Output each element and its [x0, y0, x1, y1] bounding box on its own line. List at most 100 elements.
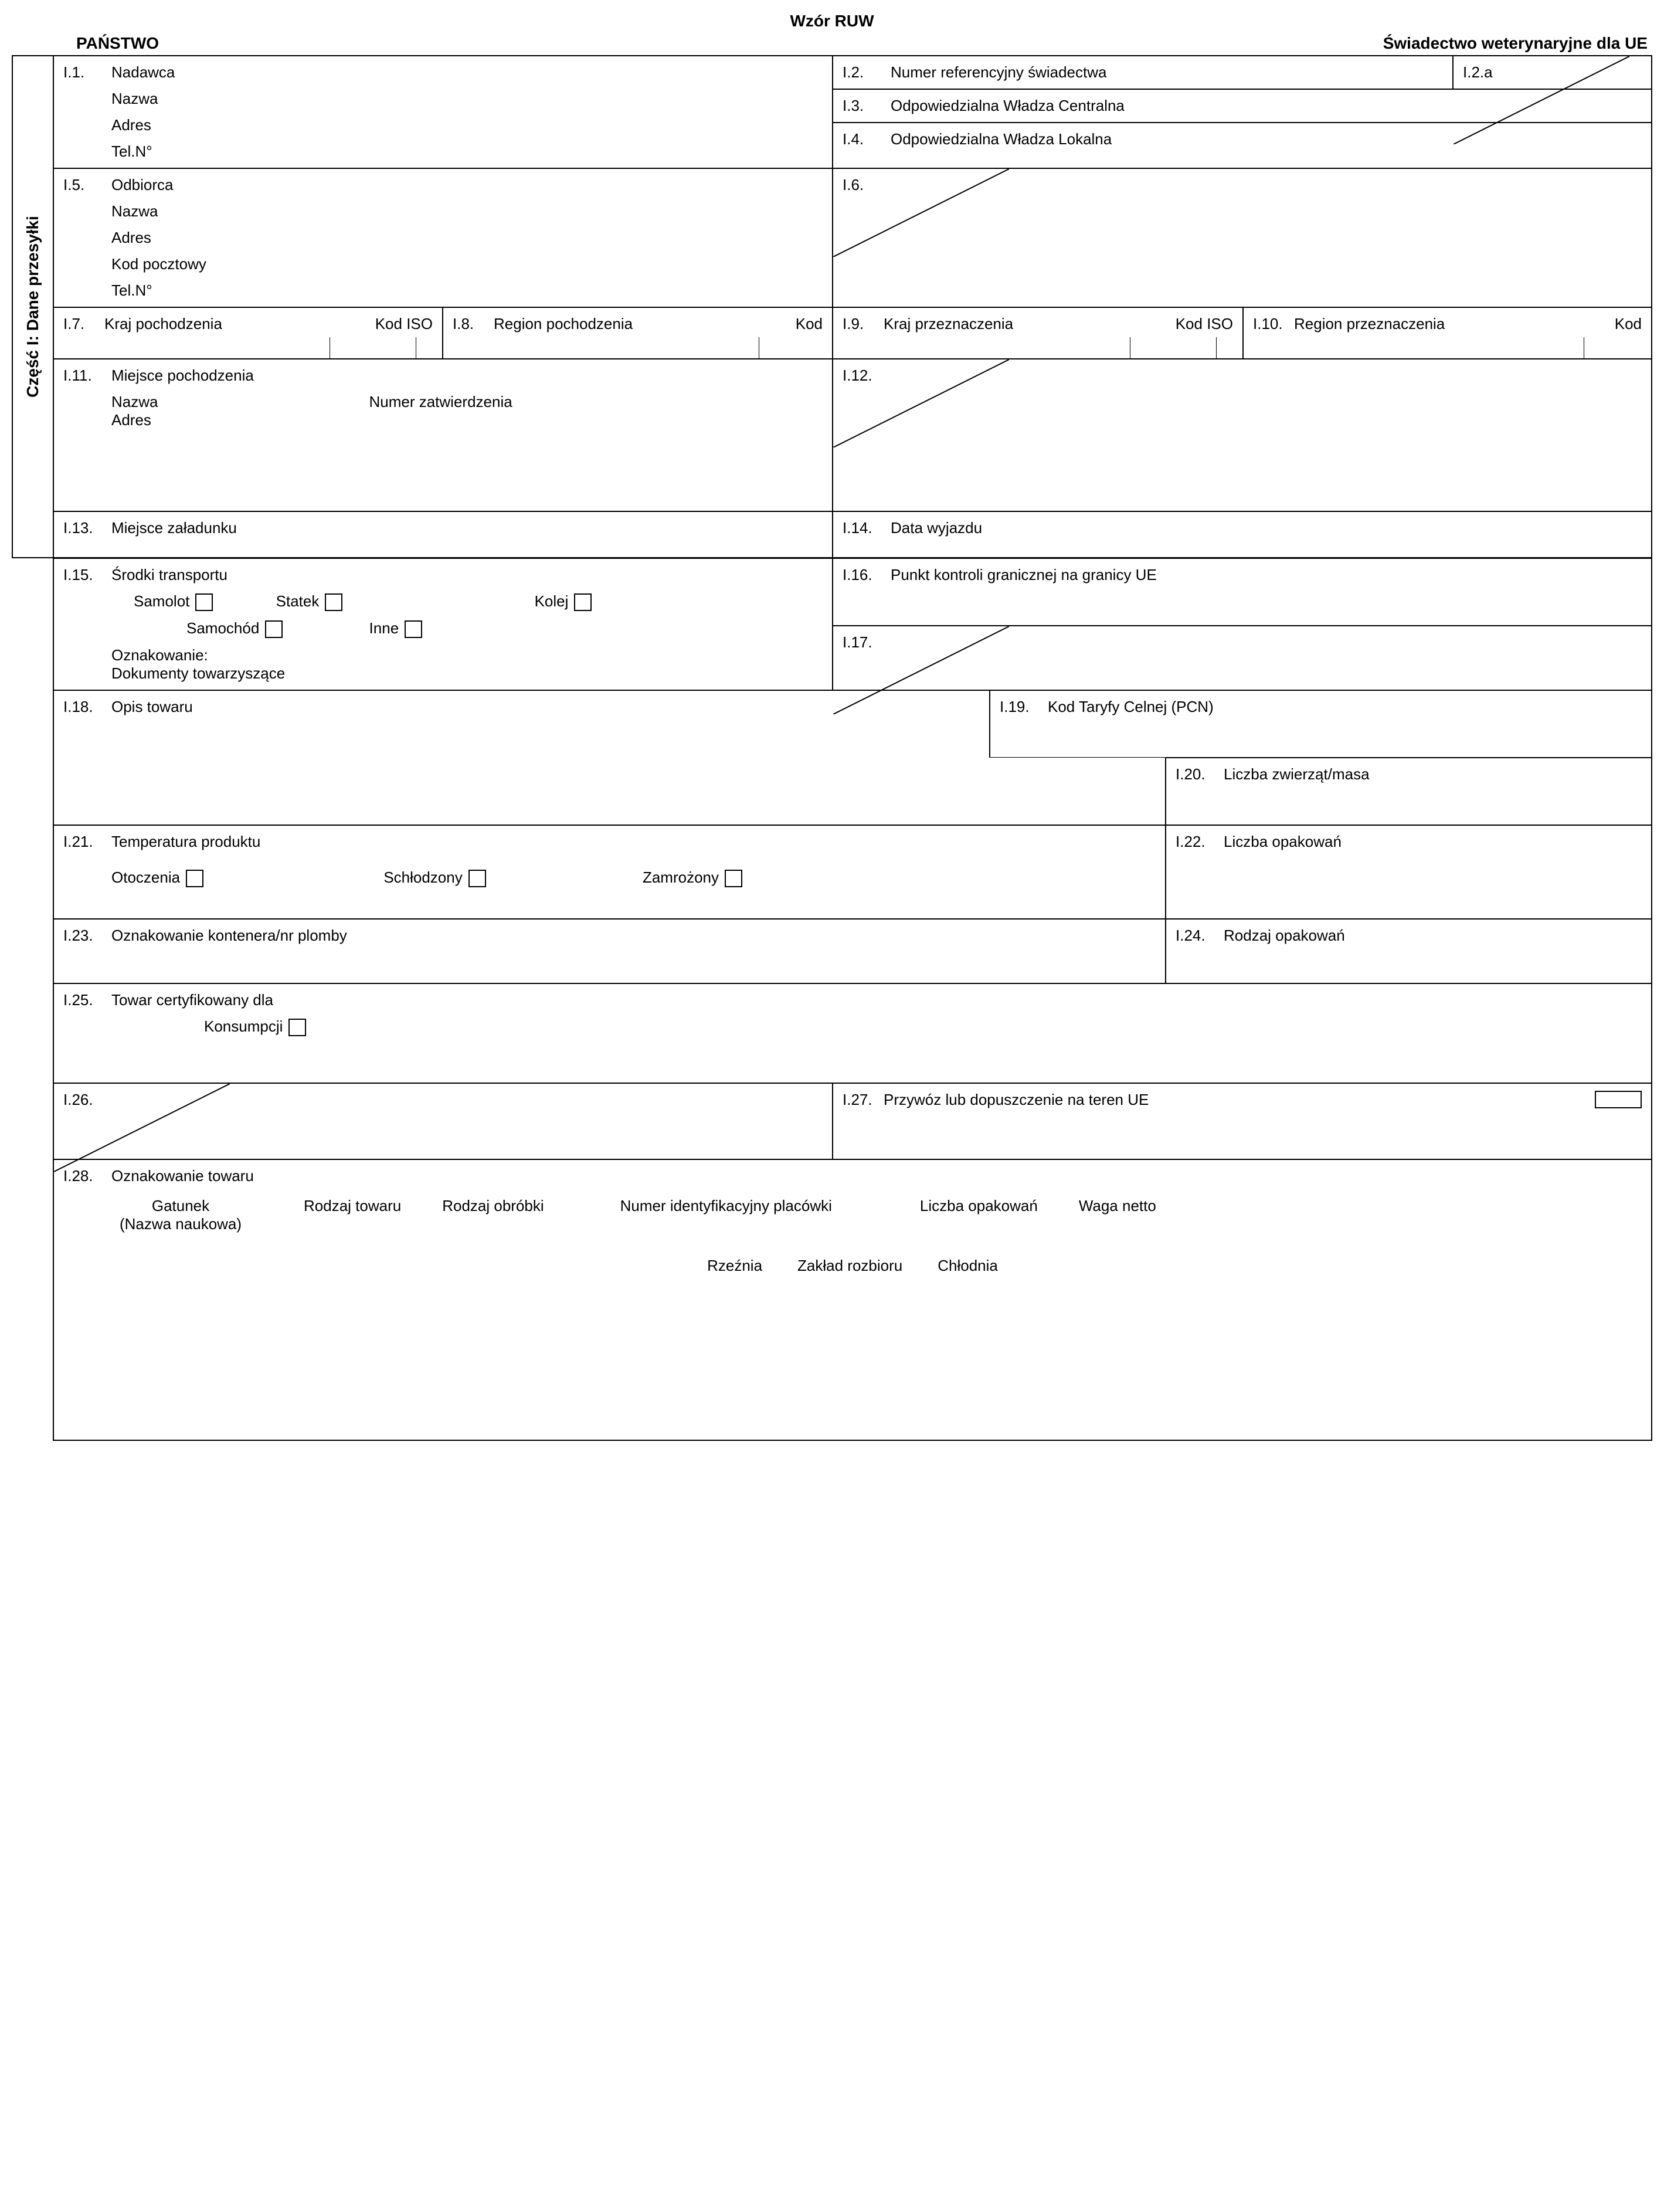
- i9-num: I.9.: [843, 315, 884, 333]
- i11-address[interactable]: Adres: [111, 411, 158, 429]
- checkbox-other[interactable]: [405, 620, 422, 638]
- i26-num: I.26.: [63, 1091, 104, 1109]
- i21-frozen: Zamrożony: [643, 868, 719, 886]
- i8-code-label: Kod: [796, 315, 823, 333]
- i2-num: I.2.: [843, 63, 884, 82]
- i14-label: Data wyjazdu: [891, 519, 982, 537]
- i4-label: Odpowiedzialna Władza Lokalna: [891, 130, 1112, 148]
- i1-address[interactable]: Adres: [63, 116, 823, 134]
- i11-num: I.11.: [63, 367, 104, 385]
- i5-num: I.5.: [63, 176, 104, 194]
- i10-label: Region przeznaczenia: [1294, 315, 1615, 333]
- i7-label: Kraj pochodzenia: [104, 315, 375, 333]
- i7-code-label: Kod ISO: [375, 315, 433, 333]
- i11-label: Miejsce pochodzenia: [111, 367, 254, 385]
- i20-num: I.20.: [1176, 765, 1217, 783]
- i27-num: I.27.: [843, 1091, 884, 1109]
- i1-tel[interactable]: Tel.N°: [63, 143, 823, 161]
- i1-name[interactable]: Nazwa: [63, 90, 823, 108]
- i1-label: Nadawca: [111, 63, 175, 82]
- header-country: PAŃSTWO: [12, 34, 815, 53]
- i3-label: Odpowiedzialna Władza Centralna: [891, 97, 1125, 115]
- i28-sub-cold: Chłodnia: [938, 1257, 998, 1275]
- i2-label: Numer referencyjny świadectwa: [891, 63, 1106, 82]
- i5-address[interactable]: Adres: [63, 229, 823, 247]
- i28-col-species-sub: (Nazwa naukowa): [99, 1215, 263, 1233]
- i10-code-label: Kod: [1615, 315, 1642, 333]
- i18-num: I.18.: [63, 698, 104, 716]
- i8-label: Region pochodzenia: [494, 315, 796, 333]
- part-1-tab: Część I: Dane przesyłki: [12, 55, 53, 558]
- i9-code-label: Kod ISO: [1176, 315, 1233, 333]
- i28-col-species: Gatunek: [99, 1197, 263, 1215]
- i15-docs[interactable]: Dokumenty towarzyszące: [63, 664, 823, 683]
- i28-sub-cutting: Zakład rozbioru: [797, 1257, 902, 1275]
- checkbox-chilled[interactable]: [468, 870, 486, 887]
- i21-chilled: Schłodzony: [383, 868, 462, 886]
- i28-col-plant: Numer identyfikacyjny placówki: [620, 1197, 832, 1233]
- i21-label: Temperatura produktu: [111, 833, 260, 851]
- i5-tel[interactable]: Tel.N°: [63, 281, 823, 300]
- i1-num: I.1.: [63, 63, 104, 82]
- i15-num: I.15.: [63, 566, 104, 584]
- i7-num: I.7.: [63, 315, 104, 333]
- checkbox-rail[interactable]: [574, 593, 592, 611]
- i15-airplane: Samolot: [134, 592, 189, 610]
- checkbox-frozen[interactable]: [725, 870, 742, 887]
- i15-marking[interactable]: Oznakowanie:: [63, 646, 823, 664]
- i2a-label: I.2.a: [1463, 63, 1493, 81]
- i15-car: Samochód: [186, 619, 259, 637]
- checkbox-consumption[interactable]: [288, 1019, 306, 1036]
- i11-name[interactable]: Nazwa: [111, 393, 158, 411]
- i22-label: Liczba opakowań: [1224, 833, 1342, 851]
- checkbox-ambient[interactable]: [186, 870, 203, 887]
- i3-num: I.3.: [843, 97, 884, 115]
- i15-rail: Kolej: [535, 592, 569, 610]
- i28-col-packages: Liczba opakowań: [920, 1197, 1038, 1233]
- i23-label: Oznakowanie kontenera/nr plomby: [111, 927, 347, 945]
- i13-num: I.13.: [63, 519, 104, 537]
- i28-num: I.28.: [63, 1167, 104, 1185]
- i16-num: I.16.: [843, 566, 884, 584]
- i12-num: I.12.: [843, 367, 884, 385]
- checkbox-car[interactable]: [265, 620, 283, 638]
- i5-postcode[interactable]: Kod pocztowy: [63, 255, 823, 273]
- i25-num: I.25.: [63, 991, 104, 1009]
- i9-label: Kraj przeznaczenia: [884, 315, 1176, 333]
- i28-label: Oznakowanie towaru: [111, 1167, 254, 1185]
- i16-label: Punkt kontroli granicznej na granicy UE: [891, 566, 1157, 584]
- i28-col-type: Rodzaj towaru: [304, 1197, 401, 1233]
- i14-num: I.14.: [843, 519, 884, 537]
- i23-num: I.23.: [63, 927, 104, 945]
- i5-name[interactable]: Nazwa: [63, 202, 823, 220]
- i21-ambient: Otoczenia: [111, 868, 180, 886]
- i13-label: Miejsce załadunku: [111, 519, 237, 537]
- i19-num: I.19.: [1000, 698, 1041, 716]
- i24-num: I.24.: [1176, 927, 1217, 945]
- i25-label: Towar certyfikowany dla: [111, 991, 273, 1009]
- i20-label: Liczba zwierząt/masa: [1224, 765, 1370, 783]
- i28-col-weight: Waga netto: [1079, 1197, 1156, 1233]
- i25-consumption: Konsumpcji: [204, 1017, 283, 1035]
- i8-num: I.8.: [453, 315, 494, 333]
- i22-num: I.22.: [1176, 833, 1217, 851]
- i27-label: Przywóz lub dopuszczenie na teren UE: [884, 1091, 1589, 1109]
- i19-label: Kod Taryfy Celnej (PCN): [1048, 698, 1214, 716]
- i15-label: Środki transportu: [111, 566, 227, 584]
- i5-label: Odbiorca: [111, 176, 174, 194]
- i18-label: Opis towaru: [111, 698, 193, 716]
- i11-approval[interactable]: Numer zatwierdzenia: [369, 393, 512, 411]
- i4-num: I.4.: [843, 130, 884, 148]
- i6-num: I.6.: [843, 176, 884, 194]
- checkbox-ship[interactable]: [325, 593, 342, 611]
- i15-ship: Statek: [276, 592, 320, 610]
- header-cert: Świadectwo weterynaryjne dla UE: [815, 34, 1652, 53]
- i28-col-treatment: Rodzaj obróbki: [442, 1197, 544, 1233]
- i24-label: Rodzaj opakowań: [1224, 927, 1345, 945]
- i21-num: I.21.: [63, 833, 104, 851]
- checkbox-airplane[interactable]: [195, 593, 213, 611]
- i28-sub-slaughter: Rzeźnia: [707, 1257, 762, 1275]
- i17-num: I.17.: [843, 633, 884, 652]
- i15-other: Inne: [369, 619, 399, 637]
- checkbox-i27[interactable]: [1595, 1091, 1642, 1108]
